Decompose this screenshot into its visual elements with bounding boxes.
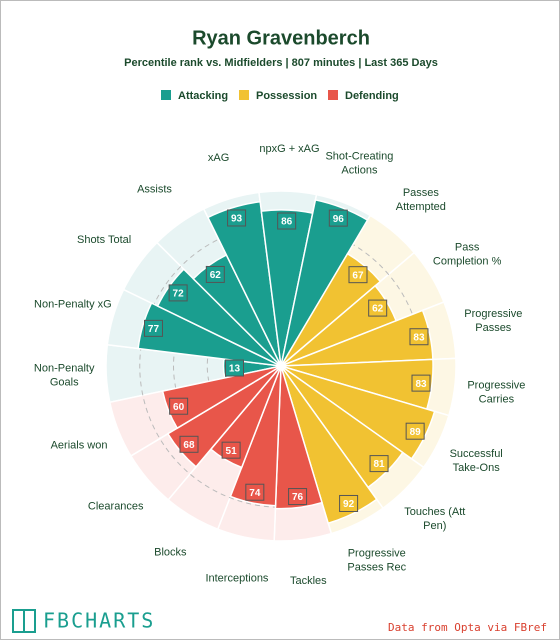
category-label: Non-Penalty Goals [34,362,95,388]
category-label: Progressive Passes Rec [347,548,406,574]
value-label: 86 [281,217,293,228]
value-label-box [168,284,188,302]
value-label: 60 [173,402,185,413]
category-label: Interceptions [205,572,268,584]
category-label: Aerials won [51,439,108,451]
value-label: 13 [229,364,241,375]
category-label: Shots Total [77,234,131,246]
value-label-box [179,435,199,453]
category-label: Assists [137,184,172,196]
value-label: 62 [210,270,222,281]
value-label-box [369,455,389,473]
value-label: 81 [373,459,385,470]
source-note: Data from Opta via FBref [388,621,547,634]
legend-swatch [161,90,171,100]
value-label: 62 [372,304,384,315]
value-label-box [143,319,163,337]
value-label: 83 [413,332,425,343]
value-label-box [328,209,348,227]
chart-title: Ryan Gravenberch [192,27,370,49]
bar [229,365,282,507]
value-label: 96 [333,214,345,225]
value-label-box [245,483,265,501]
bar [274,365,323,510]
value-label-box [288,488,308,506]
value-label: 67 [352,270,364,281]
value-label: 92 [343,499,355,510]
value-label-box [368,299,388,317]
bar [280,365,436,460]
value-label: 89 [410,427,422,438]
bar [137,302,282,367]
bar [280,365,378,525]
category-label: Touches (Att Pen) [404,506,465,532]
legend-label: Attacking [178,90,228,102]
value-label-box [409,328,429,346]
value-label: 76 [292,492,304,503]
chart-subtitle: Percentile rank vs. Midfielders | 807 mi… [124,57,438,69]
legend-swatch [239,90,249,100]
value-label-box [224,359,244,377]
category-label: Progressive Passes [464,308,522,334]
value-label: 72 [173,289,185,300]
value-label: 68 [183,440,195,451]
value-label-box [221,441,241,459]
category-label: Blocks [154,547,187,559]
category-label: Non-Penalty xG [34,298,112,310]
category-label: npxG + xAG [259,143,319,155]
value-label-box [411,374,431,392]
category-label: Pass Completion % [433,241,502,267]
category-label: Successful Take-Ons [450,448,503,474]
logo: FBCHARTS [12,609,155,633]
category-label: Progressive Carries [467,379,525,405]
category-label: Shot-Creating Actions [325,151,393,177]
value-label: 77 [148,324,160,335]
value-label-box [169,397,189,415]
value-label-box [348,266,368,284]
value-label: 93 [231,214,243,225]
bar [161,365,282,430]
category-label: Tackles [290,575,327,587]
value-label: 83 [415,379,427,390]
value-label-box [205,265,225,283]
value-label-box [405,422,425,440]
logo-text: FBCHARTS [43,609,155,633]
legend-label: Defending [345,90,399,102]
value-label-box [227,209,247,227]
category-label: xAG [208,152,229,164]
value-label-box [277,212,297,230]
value-label: 74 [249,488,261,499]
category-label: Clearances [88,501,144,513]
legend-label: Possession [256,90,317,102]
category-label: Passes Attempted [396,187,446,213]
bar [280,199,369,367]
bar [206,200,282,367]
value-label: 51 [226,446,238,457]
legend-swatch [328,90,338,100]
value-label-box [339,494,359,512]
